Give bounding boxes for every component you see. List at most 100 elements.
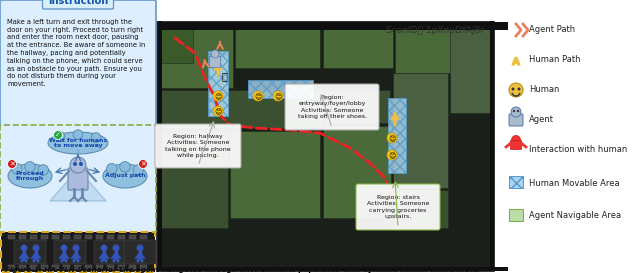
Circle shape [513, 110, 515, 112]
FancyBboxPatch shape [155, 124, 241, 168]
Text: ScanID： 1pXnuDYAj8r: ScanID： 1pXnuDYAj8r [386, 26, 484, 35]
Bar [129, 235, 136, 239]
Circle shape [76, 149, 80, 153]
Circle shape [8, 159, 17, 168]
Bar [52, 235, 59, 239]
Text: 😊: 😊 [254, 93, 262, 99]
Circle shape [518, 88, 520, 91]
Circle shape [72, 245, 79, 251]
FancyBboxPatch shape [68, 168, 88, 190]
Bar [63, 235, 70, 239]
Polygon shape [50, 169, 106, 201]
Bar [156, 21, 494, 271]
FancyBboxPatch shape [42, 0, 113, 9]
Text: Agent Path: Agent Path [529, 25, 575, 34]
Bar [158, 22, 508, 30]
Text: Region: stairs
Activities: Someone
carrying groceries
upstairs.: Region: stairs Activities: Someone carry… [367, 195, 429, 219]
FancyBboxPatch shape [0, 0, 156, 127]
Text: ✕: ✕ [140, 161, 146, 167]
Bar [107, 265, 114, 269]
Text: Human Path: Human Path [529, 55, 580, 64]
Circle shape [106, 164, 117, 174]
Bar [509, 209, 523, 221]
Text: Human: Human [529, 85, 559, 94]
Text: 😊: 😊 [275, 93, 282, 99]
Circle shape [120, 162, 131, 172]
Text: Make a ​left turn​ and ​exit​ through the
door on your right. Proceed to turn ri: Make a ​left turn​ and ​exit​ through th… [7, 19, 145, 87]
Bar [230, 131, 320, 218]
Text: 😊: 😊 [214, 108, 221, 114]
Text: Interaction with human: Interaction with human [529, 146, 627, 155]
Text: 😊: 😊 [388, 135, 396, 141]
Bar [54, 240, 86, 264]
Circle shape [213, 106, 223, 116]
Bar [52, 265, 59, 269]
Circle shape [12, 164, 22, 174]
Circle shape [509, 83, 523, 97]
Bar [96, 265, 103, 269]
Circle shape [38, 165, 49, 175]
Bar [140, 265, 147, 269]
Bar [107, 235, 114, 239]
FancyBboxPatch shape [509, 114, 523, 126]
FancyBboxPatch shape [1, 232, 155, 272]
Bar [94, 240, 126, 264]
Bar [393, 73, 448, 188]
Bar [158, 90, 323, 128]
Bar [30, 235, 37, 239]
Bar [63, 265, 70, 269]
Bar [158, 26, 233, 88]
Bar [388, 98, 406, 173]
Bar [30, 265, 37, 269]
Bar [85, 235, 92, 239]
Bar [19, 265, 26, 269]
Circle shape [387, 150, 397, 160]
Bar [8, 265, 15, 269]
Circle shape [73, 162, 77, 166]
Circle shape [133, 165, 143, 175]
Circle shape [73, 130, 83, 140]
Bar [323, 23, 393, 68]
Bar [41, 235, 48, 239]
Bar [41, 265, 48, 269]
Bar [210, 56, 228, 116]
Circle shape [387, 133, 397, 143]
Bar [395, 23, 490, 73]
Bar [85, 265, 92, 269]
Bar [74, 265, 81, 269]
Ellipse shape [8, 164, 52, 188]
Bar [14, 240, 46, 264]
Circle shape [136, 245, 143, 251]
FancyBboxPatch shape [511, 141, 522, 150]
Bar [235, 26, 320, 68]
Circle shape [211, 50, 219, 58]
Bar [490, 21, 494, 271]
Circle shape [91, 133, 101, 142]
Text: Region:
entryway/foyer/lobby
Activities: Someone
taking off their shoes.: Region: entryway/foyer/lobby Activities:… [298, 95, 367, 119]
Bar [96, 235, 103, 239]
Text: Proceed
through: Proceed through [16, 171, 44, 181]
Circle shape [54, 130, 63, 140]
Text: Instruction: Instruction [48, 0, 108, 6]
Text: 😊: 😊 [388, 152, 396, 158]
Text: Human Movable Area: Human Movable Area [529, 179, 620, 188]
Circle shape [25, 162, 35, 172]
FancyBboxPatch shape [209, 57, 221, 67]
Bar [158, 21, 162, 271]
Text: Figure 1: HA-VLN Scenario: The agent navigates through environments populated wi: Figure 1: HA-VLN Scenario: The agent nav… [5, 267, 479, 273]
FancyBboxPatch shape [285, 84, 379, 130]
Circle shape [511, 88, 515, 91]
FancyBboxPatch shape [356, 184, 440, 230]
Ellipse shape [48, 132, 108, 154]
Circle shape [517, 110, 519, 112]
Circle shape [79, 162, 83, 166]
Circle shape [55, 132, 65, 141]
Text: Agent Navigable Area: Agent Navigable Area [529, 212, 621, 221]
Circle shape [113, 245, 120, 251]
Bar [323, 126, 391, 218]
FancyBboxPatch shape [0, 125, 156, 233]
Text: Wait for humans
to move away: Wait for humans to move away [49, 138, 107, 149]
Text: Agent: Agent [529, 115, 554, 124]
Bar [118, 235, 125, 239]
Bar [129, 265, 136, 269]
